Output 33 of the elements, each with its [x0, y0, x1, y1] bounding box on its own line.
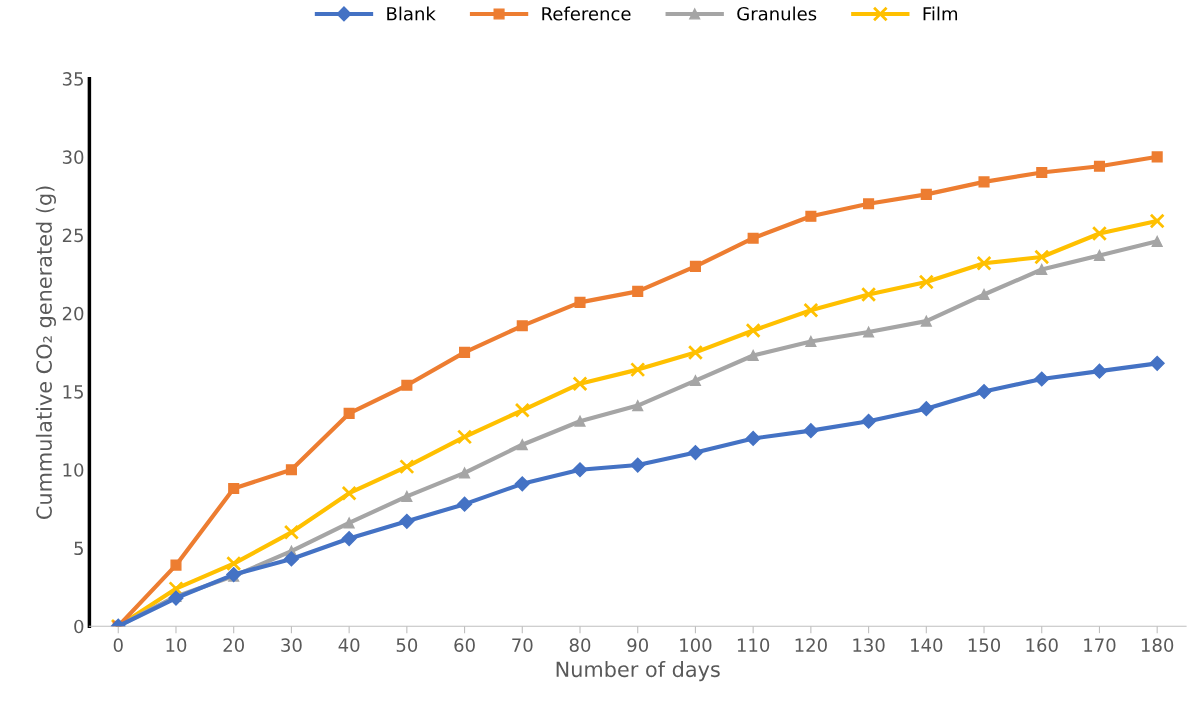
- y-tick-label: 0: [74, 619, 84, 634]
- x-tick-label: 90: [627, 638, 649, 652]
- x-axis-title: Number of days: [556, 661, 720, 682]
- x-tick-label: 170: [1084, 638, 1116, 652]
- y-tick-label: 25: [62, 228, 83, 243]
- y-axis-title: Cummulative CO₂ generated (g): [35, 186, 57, 519]
- legend-label: Blank: [387, 6, 436, 21]
- x-tick-label: 120: [795, 638, 827, 652]
- legend-label: Reference: [542, 6, 631, 21]
- x-tick-label: 180: [1141, 638, 1174, 652]
- x-tick-label: 50: [396, 638, 418, 652]
- legend-label: Film: [923, 6, 958, 21]
- x-tick-label: 60: [454, 638, 475, 652]
- x-tick-label: 130: [853, 638, 885, 652]
- x-tick-label: 40: [338, 638, 360, 652]
- y-tick-label: 15: [63, 385, 83, 399]
- x-tick-label: 100: [680, 638, 712, 652]
- y-tick-label: 30: [62, 150, 84, 164]
- x-tick-label: 160: [1026, 638, 1058, 652]
- x-tick-label: 110: [737, 638, 770, 652]
- y-tick-label: 20: [62, 306, 84, 321]
- x-tick-label: 30: [281, 638, 302, 652]
- y-tick-label: 35: [62, 72, 83, 86]
- x-tick-label: 20: [223, 638, 244, 652]
- y-tick-label: 5: [74, 541, 83, 556]
- x-tick-label: 140: [911, 638, 943, 652]
- y-tick-label: 10: [63, 463, 84, 477]
- x-tick-label: 80: [569, 638, 591, 652]
- legend-label: Granules: [737, 6, 817, 21]
- x-tick-label: 0: [113, 638, 123, 652]
- x-tick-label: 10: [166, 638, 187, 652]
- x-tick-label: 70: [512, 638, 533, 652]
- x-tick-label: 150: [968, 638, 1001, 652]
